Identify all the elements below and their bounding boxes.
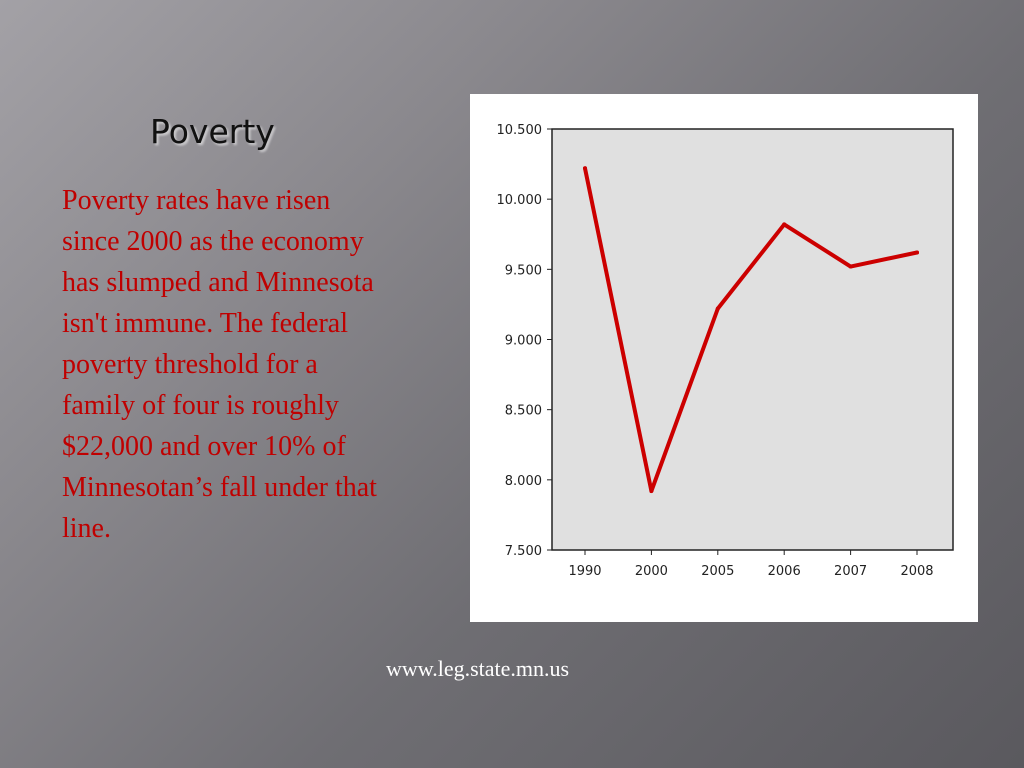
y-tick-label: 10.000 (497, 193, 543, 208)
data-point (848, 264, 853, 269)
x-axis: 1990 2000 2005 2006 2007 2008 (568, 550, 934, 579)
y-tick-label: 9.000 (505, 334, 542, 349)
poverty-chart: 10.500 10.000 9.500 9.000 8.500 8.000 7.500 19… (470, 94, 978, 622)
slide-body-text: Poverty rates have risen since 2000 as t… (62, 185, 377, 544)
poverty-line (583, 166, 919, 494)
y-tick-label: 10.500 (497, 123, 543, 138)
x-tick-label: 2007 (834, 564, 867, 579)
chart-svg: 10.500 10.000 9.500 9.000 8.500 8.000 7.500 19… (497, 123, 954, 579)
y-tick-label: 9.500 (505, 263, 542, 278)
data-point (915, 250, 919, 255)
y-tick-label: 8.000 (505, 474, 542, 489)
y-tick-label: 8.500 (505, 404, 542, 419)
y-axis: 10.500 10.000 9.500 9.000 8.500 8.000 7.500 (497, 123, 552, 559)
x-tick-label: 1990 (568, 564, 601, 579)
x-tick-label: 2006 (768, 564, 801, 579)
y-tick-label: 7.500 (505, 544, 542, 559)
x-tick-label: 2005 (701, 564, 734, 579)
x-tick-label: 2000 (635, 564, 668, 579)
data-point (715, 306, 720, 311)
data-point (649, 489, 654, 494)
source-link[interactable]: www.leg.state.mn.us (386, 656, 570, 681)
plot-area (551, 128, 954, 551)
data-point (782, 222, 787, 227)
slide-title: Poverty (150, 112, 275, 151)
x-tick-label: 2008 (900, 564, 933, 579)
data-point (583, 166, 587, 171)
series-group (583, 166, 919, 494)
